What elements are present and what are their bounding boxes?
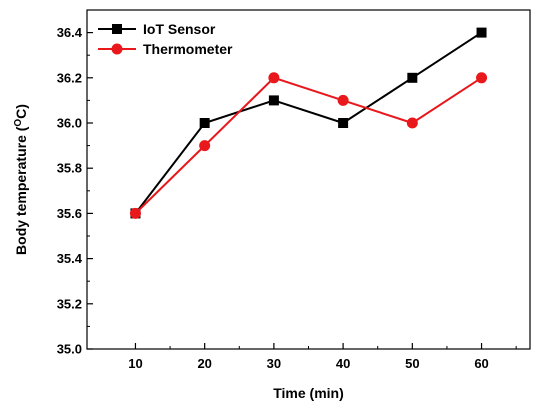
y-tick-label: 36.0 bbox=[57, 116, 82, 131]
legend-marker-square bbox=[112, 24, 122, 34]
legend-label: Thermometer bbox=[143, 41, 233, 57]
series-line bbox=[134, 31, 483, 215]
y-tick-label: 35.6 bbox=[57, 206, 82, 221]
data-point-square bbox=[476, 27, 487, 38]
x-tick-label: 30 bbox=[267, 356, 281, 371]
y-tick-label: 36.4 bbox=[57, 25, 83, 40]
x-axis-title: Time (min) bbox=[273, 385, 344, 401]
plot-frame bbox=[86, 9, 531, 350]
data-point-square bbox=[338, 118, 349, 128]
x-tick-label: 40 bbox=[336, 356, 350, 371]
x-tick-label: 50 bbox=[405, 356, 419, 371]
data-point-square bbox=[199, 118, 210, 128]
y-axis-title: Body temperature (OC) bbox=[13, 104, 29, 255]
data-point-circle bbox=[476, 72, 488, 84]
y-tick-label: 35.2 bbox=[57, 296, 82, 311]
data-point-circle bbox=[337, 94, 349, 106]
y-axis-title-tail: C) bbox=[13, 104, 29, 119]
y-tick-label: 35.8 bbox=[57, 161, 82, 176]
x-tick-label: 20 bbox=[197, 356, 211, 371]
data-point-circle bbox=[129, 207, 141, 219]
data-point-circle bbox=[199, 140, 211, 152]
series-2 bbox=[129, 72, 488, 219]
data-point-circle bbox=[406, 117, 418, 129]
x-axis: 10 20 30 40 50 60 bbox=[128, 343, 517, 371]
legend-marker-circle bbox=[111, 43, 123, 55]
y-axis: 35.0 35.2 35.4 35.6 35.8 36.0 36.2 36.4 bbox=[57, 25, 93, 357]
y-axis-title-main: Body temperature ( bbox=[13, 126, 29, 255]
x-tick-label: 60 bbox=[474, 356, 488, 371]
y-tick-label: 35.4 bbox=[57, 251, 83, 266]
data-point-square bbox=[268, 95, 279, 106]
data-point-square bbox=[407, 72, 418, 83]
y-tick-label: 36.2 bbox=[57, 70, 82, 85]
x-tick-label: 10 bbox=[128, 356, 142, 371]
legend-label: IoT Sensor bbox=[143, 21, 216, 37]
y-tick-label: 35.0 bbox=[57, 342, 82, 357]
legend: IoT Sensor Thermometer bbox=[98, 21, 233, 57]
data-point-circle bbox=[268, 72, 280, 84]
series-line bbox=[134, 76, 483, 215]
series-layer bbox=[129, 27, 488, 219]
y-axis-title-superscript: O bbox=[13, 119, 24, 127]
